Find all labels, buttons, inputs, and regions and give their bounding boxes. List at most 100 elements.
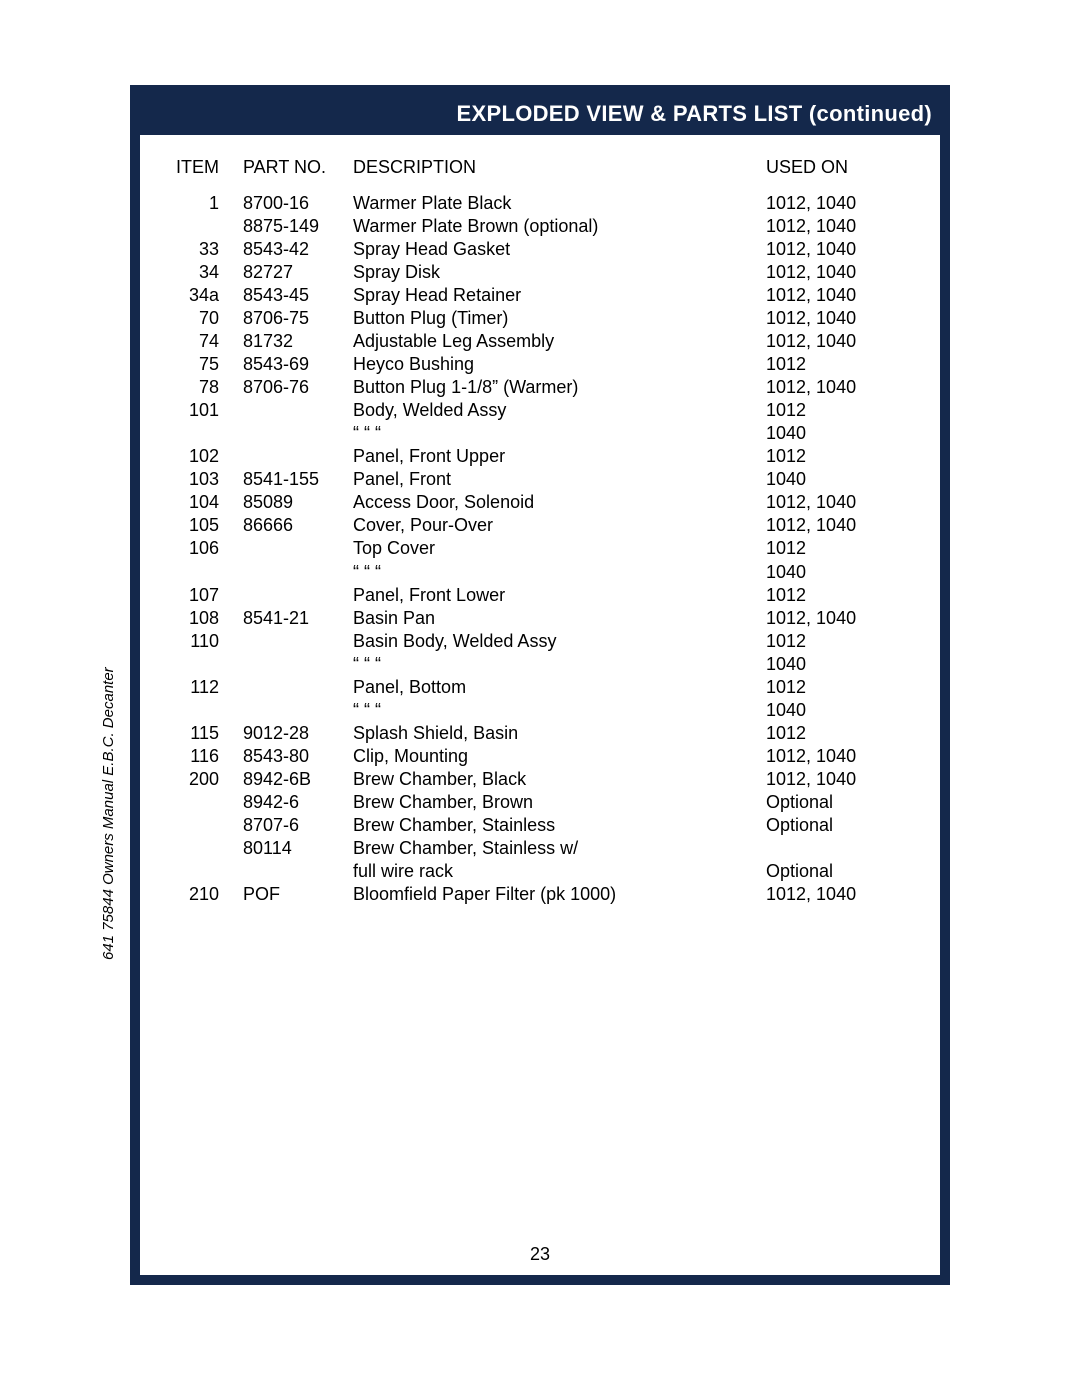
cell-part: 8543-45: [237, 284, 347, 307]
cell-part: 8543-69: [237, 353, 347, 376]
cell-part: 80114: [237, 837, 347, 860]
cell-desc: Spray Disk: [347, 261, 760, 284]
table-row: full wire rackOptional: [170, 860, 910, 883]
cell-item: 110: [170, 630, 237, 653]
cell-used: 1012, 1040: [760, 238, 910, 261]
cell-part: 9012-28: [237, 722, 347, 745]
cell-used: 1012: [760, 722, 910, 745]
cell-part: [237, 699, 347, 722]
cell-desc: Panel, Bottom: [347, 676, 760, 699]
cell-used: Optional: [760, 860, 910, 883]
cell-part: 81732: [237, 330, 347, 353]
cell-desc: full wire rack: [347, 860, 760, 883]
cell-desc: “ “ “: [347, 699, 760, 722]
cell-desc: Bloomfield Paper Filter (pk 1000): [347, 883, 760, 906]
col-header-part: PART NO.: [237, 153, 347, 192]
cell-desc: Body, Welded Assy: [347, 399, 760, 422]
cell-used: 1012, 1040: [760, 284, 910, 307]
cell-item: 103: [170, 468, 237, 491]
cell-desc: Spray Head Retainer: [347, 284, 760, 307]
cell-item: 115: [170, 722, 237, 745]
cell-desc: Basin Pan: [347, 607, 760, 630]
table-row: 7481732Adjustable Leg Assembly1012, 1040: [170, 330, 910, 353]
cell-desc: “ “ “: [347, 653, 760, 676]
cell-item: 1: [170, 192, 237, 215]
cell-item: [170, 422, 237, 445]
cell-part: [237, 653, 347, 676]
table-row: 101Body, Welded Assy1012: [170, 399, 910, 422]
page-number: 23: [140, 1244, 940, 1265]
cell-used: [760, 837, 910, 860]
cell-item: [170, 653, 237, 676]
cell-part: 8700-16: [237, 192, 347, 215]
cell-used: 1012, 1040: [760, 330, 910, 353]
cell-desc: “ “ “: [347, 561, 760, 584]
cell-item: 74: [170, 330, 237, 353]
table-row: 1159012-28Splash Shield, Basin1012: [170, 722, 910, 745]
cell-part: 8543-80: [237, 745, 347, 768]
cell-desc: Button Plug (Timer): [347, 307, 760, 330]
table-row: 8942-6Brew Chamber, BrownOptional: [170, 791, 910, 814]
cell-desc: Warmer Plate Black: [347, 192, 760, 215]
table-row: 34a8543-45Spray Head Retainer1012, 1040: [170, 284, 910, 307]
cell-used: 1012: [760, 399, 910, 422]
col-header-item: ITEM: [170, 153, 237, 192]
table-row: 8875-149Warmer Plate Brown (optional)101…: [170, 215, 910, 238]
table-row: 1088541-21Basin Pan1012, 1040: [170, 607, 910, 630]
page: 641 75844 Owners Manual E.B.C. Decanter …: [0, 0, 1080, 1397]
content-area: ITEM PART NO. DESCRIPTION USED ON 18700-…: [140, 135, 940, 906]
cell-used: Optional: [760, 791, 910, 814]
table-row: 1038541-155Panel, Front1040: [170, 468, 910, 491]
cell-part: POF: [237, 883, 347, 906]
cell-used: 1012: [760, 630, 910, 653]
table-row: “ “ “1040: [170, 699, 910, 722]
cell-desc: Spray Head Gasket: [347, 238, 760, 261]
cell-desc: Panel, Front: [347, 468, 760, 491]
cell-part: [237, 584, 347, 607]
cell-part: 85089: [237, 491, 347, 514]
table-row: “ “ “1040: [170, 422, 910, 445]
cell-used: 1012: [760, 353, 910, 376]
table-row: 112Panel, Bottom1012: [170, 676, 910, 699]
cell-used: 1012: [760, 676, 910, 699]
col-header-desc: DESCRIPTION: [347, 153, 760, 192]
cell-desc: Heyco Bushing: [347, 353, 760, 376]
table-row: “ “ “1040: [170, 561, 910, 584]
cell-part: 8942-6B: [237, 768, 347, 791]
cell-used: 1012, 1040: [760, 883, 910, 906]
cell-part: 8707-6: [237, 814, 347, 837]
cell-part: 8541-21: [237, 607, 347, 630]
cell-part: 8541-155: [237, 468, 347, 491]
cell-part: 8706-76: [237, 376, 347, 399]
cell-used: 1012: [760, 445, 910, 468]
cell-desc: Top Cover: [347, 537, 760, 560]
table-row: 10485089Access Door, Solenoid1012, 1040: [170, 491, 910, 514]
parts-table: ITEM PART NO. DESCRIPTION USED ON 18700-…: [170, 153, 910, 906]
cell-part: 86666: [237, 514, 347, 537]
cell-item: 34a: [170, 284, 237, 307]
cell-item: [170, 561, 237, 584]
cell-part: 8942-6: [237, 791, 347, 814]
table-row: “ “ “1040: [170, 653, 910, 676]
cell-item: 33: [170, 238, 237, 261]
cell-used: 1012, 1040: [760, 607, 910, 630]
cell-used: 1040: [760, 699, 910, 722]
cell-part: [237, 676, 347, 699]
table-row: 107Panel, Front Lower1012: [170, 584, 910, 607]
cell-item: 102: [170, 445, 237, 468]
cell-item: 116: [170, 745, 237, 768]
cell-used: Optional: [760, 814, 910, 837]
table-row: 210POFBloomfield Paper Filter (pk 1000)1…: [170, 883, 910, 906]
table-row: 2008942-6BBrew Chamber, Black1012, 1040: [170, 768, 910, 791]
cell-used: 1040: [760, 422, 910, 445]
cell-part: 8706-75: [237, 307, 347, 330]
cell-used: 1012, 1040: [760, 307, 910, 330]
table-row: 8707-6Brew Chamber, StainlessOptional: [170, 814, 910, 837]
cell-item: 104: [170, 491, 237, 514]
cell-desc: Warmer Plate Brown (optional): [347, 215, 760, 238]
cell-desc: Brew Chamber, Stainless w/: [347, 837, 760, 860]
cell-desc: Brew Chamber, Black: [347, 768, 760, 791]
cell-desc: Button Plug 1-1/8” (Warmer): [347, 376, 760, 399]
cell-desc: Cover, Pour-Over: [347, 514, 760, 537]
cell-part: 8543-42: [237, 238, 347, 261]
